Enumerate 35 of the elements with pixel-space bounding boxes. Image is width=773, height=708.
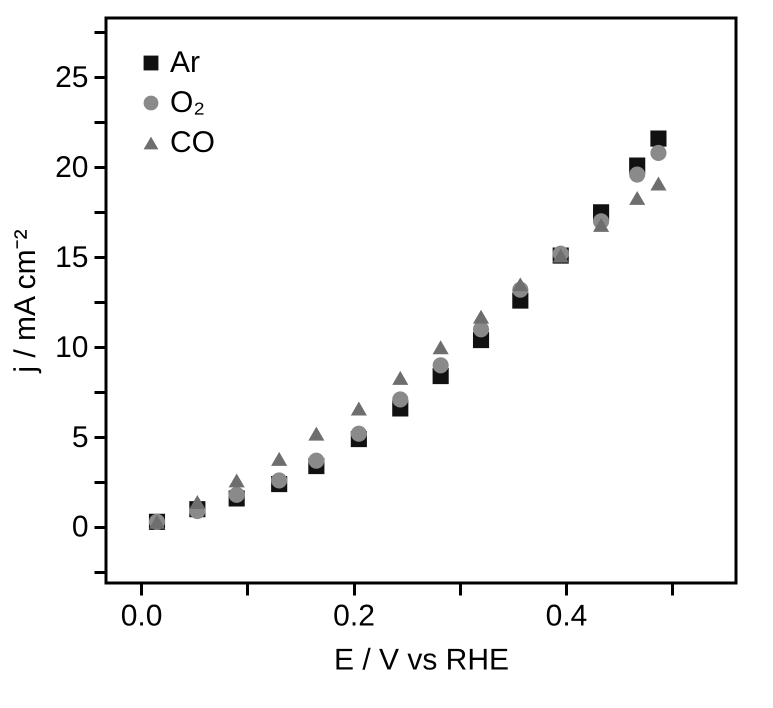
point [350,426,367,442]
legend-label: O₂ [170,86,205,119]
point [228,486,245,503]
x-tick-label: 0.4 [546,600,588,632]
point [271,472,288,488]
point [392,370,408,385]
point [472,310,490,324]
point [189,495,206,510]
legend-label: CO [170,126,215,159]
x-tick-label: 0.0 [120,600,162,632]
point [432,340,449,354]
y-tick-label: 15 [55,240,88,274]
x-axis-title: E / V vs RHE [334,644,510,676]
point [650,130,667,147]
point [629,190,646,205]
x-tick-label: 0.2 [333,600,375,632]
y-tick-label: 25 [55,60,88,94]
point [392,391,408,408]
legend-label: Ar [170,46,200,79]
point [593,218,610,232]
point [350,401,367,416]
point [512,277,528,292]
point [629,166,646,183]
point [271,452,288,466]
point [650,176,667,191]
point [228,473,245,488]
point [650,144,667,161]
point [308,426,324,441]
y-tick-label: 0 [72,510,88,544]
y-axis-title: j / mA cm⁻² [9,229,42,374]
point [432,357,449,374]
y-tick-label: 10 [55,330,88,364]
point [308,452,324,469]
y-tick-label: 20 [55,150,88,184]
y-tick-label: 5 [72,420,88,454]
